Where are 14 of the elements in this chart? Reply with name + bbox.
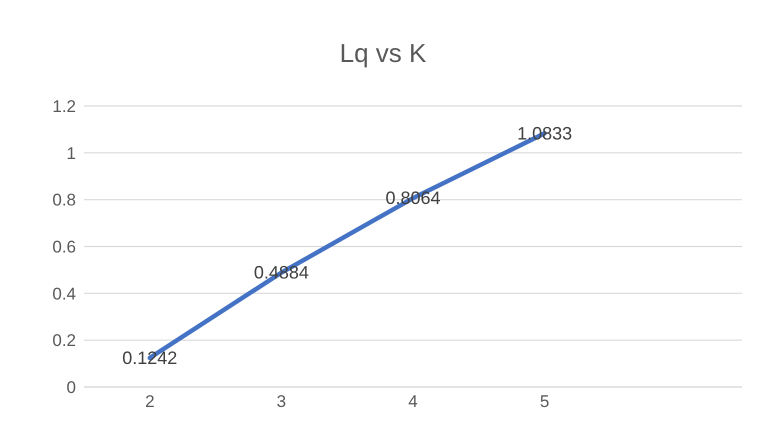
y-tick-label: 0.6	[52, 238, 76, 257]
data-label: 1.0833	[517, 123, 572, 144]
x-tick-label: 3	[276, 392, 286, 412]
x-tick-label: 2	[145, 392, 155, 412]
x-tick-label: 4	[408, 392, 418, 412]
x-tick-label: 5	[540, 392, 550, 412]
chart-title: Lq vs K	[338, 38, 428, 69]
y-tick-label: 0.8	[52, 190, 76, 210]
y-tick-label: 0	[66, 378, 76, 398]
y-tick-label: 0.2	[52, 331, 76, 350]
data-label: 0.1242	[122, 348, 178, 368]
y-tick-label: 1	[66, 144, 76, 163]
y-tick-label: 1.2	[52, 97, 76, 116]
y-tick-label: 0.4	[52, 284, 76, 304]
